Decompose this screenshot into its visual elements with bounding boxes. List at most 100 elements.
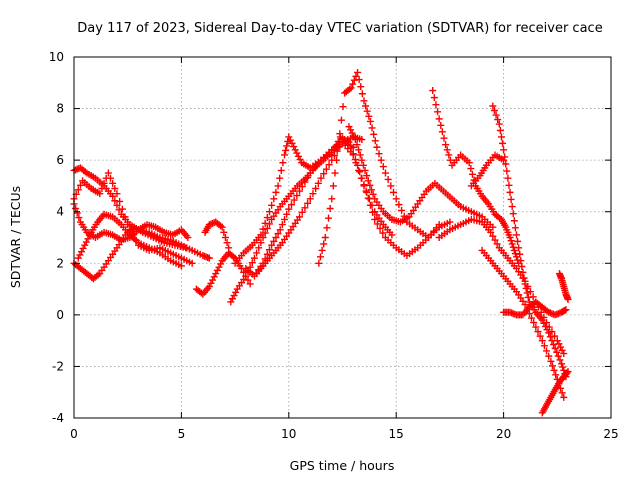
data-point (521, 301, 529, 309)
data-point (320, 170, 328, 178)
data-point (74, 186, 82, 194)
data-point (503, 167, 511, 175)
data-point (78, 248, 86, 256)
data-point (392, 195, 400, 203)
data-point (230, 292, 238, 300)
data-point (285, 205, 293, 213)
data-point (294, 152, 302, 160)
data-point (500, 146, 508, 154)
x-axis-label: GPS time / hours (290, 458, 395, 473)
data-point (263, 250, 271, 258)
data-point (563, 369, 571, 377)
data-point (517, 257, 525, 265)
data-point (560, 350, 568, 358)
data-point (217, 260, 225, 268)
data-point (265, 246, 273, 254)
data-point (107, 174, 115, 182)
data-point (182, 244, 190, 252)
data-point (487, 228, 495, 236)
data-point (505, 181, 513, 189)
data-point (537, 308, 545, 316)
data-point (96, 190, 104, 198)
data-point (259, 225, 267, 233)
data-point (507, 195, 515, 203)
data-point (217, 222, 225, 230)
series-track-21 (555, 270, 572, 303)
data-point (232, 288, 240, 296)
data-point (359, 161, 367, 169)
data-point (371, 215, 379, 223)
data-point (562, 306, 570, 314)
data-point (467, 165, 475, 173)
y-tick-label: 2 (56, 256, 64, 270)
data-point (545, 323, 553, 331)
series-track-13 (328, 133, 443, 260)
data-point (76, 181, 84, 189)
data-point (290, 143, 298, 151)
data-point (524, 282, 532, 290)
data-point (388, 231, 396, 239)
plot-frame (73, 56, 612, 419)
data-point (379, 229, 387, 237)
x-tick-label: 10 (281, 427, 296, 441)
data-point (298, 183, 306, 191)
x-tick-label: 15 (389, 427, 404, 441)
data-point (375, 150, 383, 158)
data-point (86, 232, 94, 240)
data-point (113, 190, 121, 198)
data-point (301, 178, 309, 186)
series-track-11 (253, 138, 396, 278)
data-point (81, 168, 89, 176)
data-point (212, 270, 220, 278)
data-point (446, 156, 454, 164)
data-point (210, 273, 218, 281)
data-point (296, 187, 304, 195)
data-point (265, 208, 273, 216)
data-points (70, 68, 572, 417)
data-point (286, 136, 294, 144)
data-point (309, 190, 317, 198)
data-point (270, 237, 278, 245)
data-point (379, 163, 387, 171)
data-point (263, 214, 271, 222)
data-point (257, 231, 265, 239)
data-point (248, 259, 256, 267)
data-point (329, 182, 337, 190)
data-point (304, 174, 312, 182)
data-point (345, 138, 353, 146)
series-track-15 (429, 87, 523, 267)
data-point (442, 141, 450, 149)
data-point (282, 146, 290, 154)
data-point (322, 165, 330, 173)
data-point (360, 181, 368, 189)
data-point (347, 84, 355, 92)
data-point (354, 68, 362, 76)
data-point (321, 234, 329, 241)
data-point (432, 101, 440, 109)
data-point (184, 234, 192, 241)
data-point (345, 85, 353, 93)
data-point (351, 136, 359, 144)
data-point (104, 169, 112, 177)
data-point (508, 240, 516, 248)
data-point (318, 246, 326, 254)
data-point (306, 195, 314, 203)
data-point (373, 143, 381, 151)
data-point (116, 197, 124, 205)
series-track-5 (74, 210, 185, 270)
series-track-22 (467, 151, 508, 190)
data-point (283, 142, 291, 150)
data-point (363, 172, 371, 180)
y-tick-label: -2 (52, 359, 64, 373)
data-point (356, 151, 364, 159)
data-point (242, 272, 250, 280)
data-point (124, 221, 132, 229)
series-track-14 (345, 123, 497, 231)
data-point (347, 144, 355, 152)
data-point (205, 282, 213, 290)
data-point (558, 389, 566, 397)
data-point (552, 371, 560, 379)
data-point (287, 201, 295, 209)
data-point (288, 139, 296, 147)
